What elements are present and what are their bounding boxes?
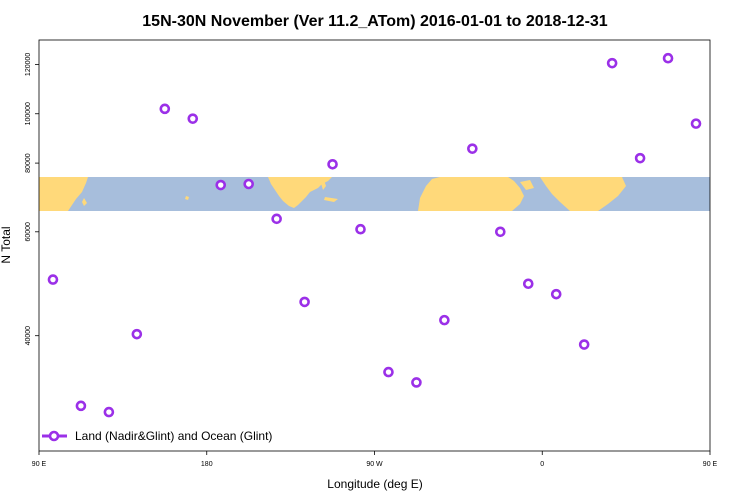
data-point [103, 406, 115, 418]
x-tick-label: 0 [540, 461, 544, 468]
data-point [495, 226, 506, 238]
data-point [634, 152, 646, 164]
y-tick-label: 80000 [25, 153, 32, 173]
data-point [467, 143, 478, 154]
map-land-indian-subcontinent [540, 177, 626, 211]
map-land-north-america [268, 177, 332, 208]
x-axis: 90 E 180 90 W 0 90 E [32, 451, 718, 468]
map-land-hawaii [185, 196, 189, 200]
data-points [47, 52, 702, 418]
world-map-band [39, 177, 710, 211]
x-tick-label: 90 E [703, 461, 718, 468]
data-point [606, 57, 618, 69]
map-land-peninsula [520, 180, 534, 190]
y-tick-label: 120000 [25, 53, 32, 76]
data-point [550, 288, 562, 300]
legend: Land (Nadir&Glint) and Ocean (Glint) [42, 429, 272, 443]
legend-marker [48, 430, 60, 442]
data-point [299, 296, 310, 308]
data-point [411, 377, 422, 388]
data-point [271, 213, 282, 225]
data-point [355, 223, 366, 235]
data-point [439, 314, 450, 326]
chart-title: 15N-30N November (Ver 11.2_ATom) 2016-01… [142, 13, 608, 30]
data-point [690, 118, 702, 129]
map-land-taiwan [82, 198, 87, 206]
x-axis-label: Longitude (deg E) [327, 477, 422, 491]
map-land [39, 177, 626, 211]
x-tick-label: 90 E [32, 461, 47, 468]
legend-label: Land (Nadir&Glint) and Ocean (Glint) [75, 429, 272, 443]
data-point [187, 113, 199, 124]
data-point [75, 400, 87, 412]
data-point [215, 179, 227, 191]
y-axis-upper: 80000 100000 120000 [25, 53, 39, 173]
y-tick-label: 60000 [25, 222, 32, 242]
data-point [47, 274, 59, 285]
data-point [159, 103, 171, 115]
x-tick-label: 180 [201, 461, 213, 468]
data-point [243, 178, 254, 190]
map-land-india [46, 196, 60, 211]
map-land-florida [320, 180, 326, 190]
plot-frame [38, 39, 711, 452]
data-point [131, 328, 143, 340]
y-tick-label: 100000 [25, 102, 32, 125]
y-axis-lower: 40000 60000 [25, 222, 39, 345]
data-point [578, 339, 590, 350]
data-point [662, 52, 674, 64]
data-point [522, 278, 534, 290]
y-axis-label: N Total [0, 226, 13, 263]
data-point [383, 366, 394, 378]
map-land-africa-arabia [418, 177, 524, 211]
y-tick-label: 40000 [25, 326, 32, 346]
map-land-cuba [324, 197, 338, 202]
data-point [327, 158, 338, 170]
x-tick-label: 90 W [366, 461, 383, 468]
